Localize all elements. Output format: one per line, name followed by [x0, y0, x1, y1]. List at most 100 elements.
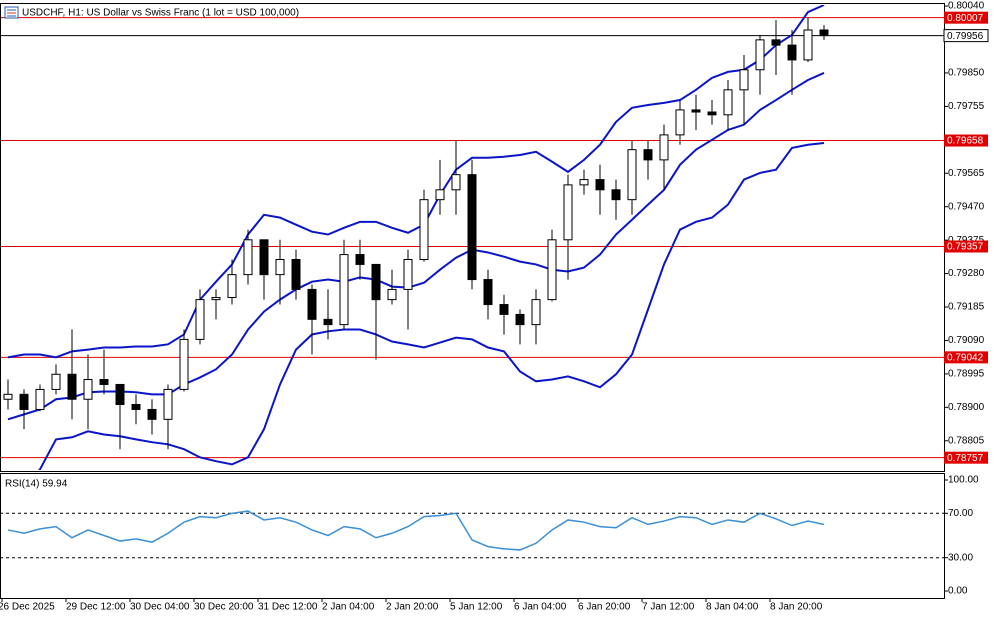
level-label: 0.79357: [947, 242, 984, 253]
y-tick-label: 30.00: [948, 552, 973, 563]
level-label: 0.79658: [947, 136, 984, 147]
candle-body: [643, 149, 653, 161]
y-tick-label: 0.79565: [948, 168, 985, 179]
candle-body: [147, 408, 157, 420]
candle-body: [35, 388, 45, 410]
y-tick-label: 0.79755: [948, 101, 985, 112]
candle-body: [323, 318, 333, 326]
candle-body: [563, 184, 573, 241]
candle-body: [579, 179, 589, 186]
candle-body: [83, 379, 93, 400]
y-tick-label: 0.79375: [948, 235, 985, 246]
candle-body: [291, 259, 301, 290]
candle-body: [355, 254, 365, 265]
y-tick-label: 70.00: [948, 508, 973, 519]
candle-body: [115, 383, 125, 406]
candle-body: [19, 393, 29, 410]
candle-body: [739, 69, 749, 91]
x-tick-label: 2 Jan 20:00: [386, 602, 439, 613]
candle-body: [403, 259, 413, 290]
main-plot: [1, 5, 944, 470]
band-upper: [7, 5, 825, 359]
x-tick-label: 5 Jan 12:00: [450, 602, 503, 613]
candle-body: [595, 179, 605, 191]
x-tick-label: 2 Jan 04:00: [322, 602, 375, 613]
x-tick-label: 29 Dec 12:00: [66, 602, 126, 613]
candle-body: [371, 263, 381, 301]
band-middle: [7, 72, 825, 421]
price-label: 0.79956: [947, 31, 984, 42]
rsi-plot: [1, 510, 944, 559]
main-panel-frame: [0, 3, 945, 472]
x-tick-label: 30 Dec 04:00: [130, 602, 190, 613]
candle-body: [243, 239, 253, 276]
candle-body: [467, 174, 477, 281]
candle-body: [419, 199, 429, 261]
candle-body: [611, 189, 621, 201]
candle-body: [163, 388, 173, 420]
symbol-icon: [4, 6, 19, 19]
y-tick-label: 0.79090: [948, 335, 985, 346]
candle-body: [339, 254, 349, 326]
candle-body: [771, 39, 781, 46]
candle-body: [803, 29, 813, 61]
x-tick-label: 6 Jan 04:00: [514, 602, 567, 613]
candle-body: [51, 373, 61, 390]
y-tick-label: 0.79185: [948, 302, 985, 313]
candle-body: [3, 393, 13, 400]
candle-body: [227, 274, 237, 299]
candle-body: [659, 134, 669, 161]
y-tick-label: 0.80040: [948, 1, 985, 12]
x-tick-label: 8 Jan 20:00: [770, 602, 823, 613]
x-tick-label: 26 Dec 2025: [0, 602, 55, 613]
candle-body: [435, 189, 445, 201]
candle-body: [67, 373, 77, 400]
candle-body: [275, 259, 285, 276]
candle-body: [499, 304, 509, 315]
candle-body: [819, 29, 829, 37]
candle-body: [451, 174, 461, 191]
band-lower: [38, 141, 825, 470]
level-label: 0.78757: [947, 453, 984, 464]
x-tick-label: 7 Jan 12:00: [642, 602, 695, 613]
level-label-box: [944, 134, 988, 147]
level-label-box: [944, 351, 988, 364]
x-tick-label: 6 Jan 20:00: [578, 602, 631, 613]
candle-body: [691, 109, 701, 113]
candle-body: [627, 149, 637, 201]
candle-body: [531, 299, 541, 326]
level-label-box: [944, 11, 988, 24]
candle-body: [259, 239, 269, 276]
rsi-line: [7, 510, 825, 551]
level-label-box: [944, 240, 988, 253]
chart-title: USDCHF, H1: US Dollar vs Swiss Franc (1 …: [22, 8, 299, 19]
candle-body: [787, 44, 797, 61]
candle-body: [211, 297, 221, 301]
candle-body: [387, 288, 397, 301]
level-label: 0.79042: [947, 352, 984, 363]
candle-body: [179, 338, 189, 390]
candle-body: [131, 404, 141, 410]
candle-body: [483, 279, 493, 306]
price-label-box: [943, 29, 989, 43]
rsi-panel-frame: [0, 473, 945, 599]
y-tick-label: 0.79280: [948, 268, 985, 279]
candle-body: [675, 109, 685, 136]
x-tick-label: 31 Dec 12:00: [258, 602, 318, 613]
x-tick-label: 30 Dec 20:00: [194, 602, 254, 613]
candle-body: [723, 89, 733, 116]
candle-body: [307, 288, 317, 320]
y-tick-label: 0.78900: [948, 402, 985, 413]
rsi-title: RSI(14) 59.94: [5, 479, 68, 490]
level-label-box: [944, 451, 988, 464]
candle-body: [515, 313, 525, 326]
candle-body: [707, 111, 717, 116]
candle-body: [547, 239, 557, 301]
candle-body: [99, 379, 109, 385]
candle-body: [755, 39, 765, 71]
y-tick-label: 0.78995: [948, 369, 985, 380]
